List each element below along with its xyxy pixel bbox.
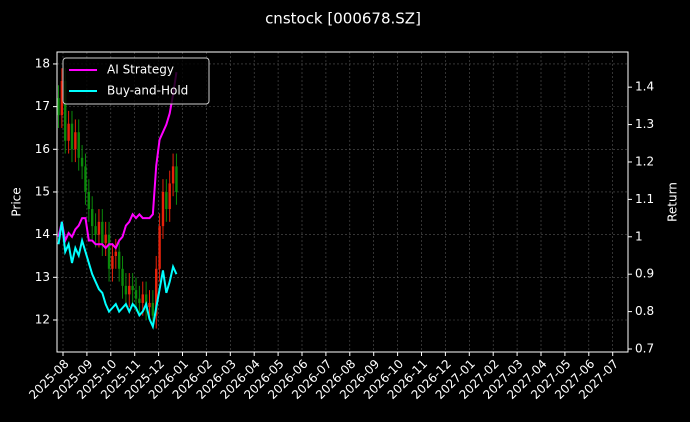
- legend-label: AI Strategy: [107, 63, 174, 77]
- candle-body: [97, 221, 101, 235]
- candle-body: [94, 226, 97, 235]
- candle-body: [131, 285, 134, 291]
- y-tick-label: 17: [35, 99, 50, 113]
- candle-body: [107, 234, 111, 269]
- candle-body: [117, 251, 121, 269]
- y-tick-label: 18: [35, 56, 50, 70]
- return-line: [57, 72, 178, 250]
- candle-body: [171, 166, 175, 184]
- candle-body: [60, 81, 64, 116]
- candle-body: [121, 268, 124, 286]
- candle-body: [128, 285, 131, 295]
- candle-body: [101, 221, 104, 244]
- candle-body: [91, 209, 94, 227]
- candle-body: [155, 268, 158, 316]
- y2-tick-label: 1.3: [635, 117, 654, 131]
- y2-tick-label: 1: [635, 229, 643, 243]
- y-tick-label: 13: [35, 270, 50, 284]
- candle-body: [111, 255, 114, 269]
- candle-body: [67, 123, 70, 141]
- candle-body: [168, 183, 171, 210]
- y2-tick-label: 0.8: [635, 304, 654, 318]
- candle-body: [165, 191, 168, 210]
- plot-frame: [56, 51, 629, 353]
- y-tick-label: 14: [35, 227, 50, 241]
- candle-body: [87, 191, 91, 210]
- candle-body: [57, 98, 60, 116]
- candle-body: [77, 132, 80, 158]
- y-axis-label: Price: [10, 187, 24, 216]
- return-line: [57, 221, 178, 330]
- candle-body: [64, 81, 67, 141]
- candle-body: [104, 234, 107, 244]
- candle-body: [141, 294, 144, 303]
- candle-body: [138, 298, 141, 303]
- candle-body: [84, 166, 87, 192]
- candle-body: [124, 285, 128, 295]
- y2-axis-label: Return: [666, 182, 680, 222]
- y2-tick-label: 1.2: [635, 154, 654, 168]
- candle-body: [80, 157, 84, 167]
- candle-body: [158, 226, 161, 269]
- chart-title: cnstock [000678.SZ]: [265, 10, 421, 28]
- candle-body: [151, 302, 155, 316]
- candle-body: [161, 191, 165, 227]
- y-tick-label: 12: [35, 312, 50, 326]
- candle-body: [134, 290, 138, 299]
- candle-body: [70, 123, 74, 150]
- y2-tick-label: 0.7: [635, 342, 654, 356]
- y2-tick-label: 1.1: [635, 192, 654, 206]
- y-tick-label: 16: [35, 142, 50, 156]
- legend-label: Buy-and-Hold: [107, 84, 188, 98]
- candle-body: [175, 166, 178, 192]
- candle-body: [144, 294, 148, 308]
- candle-body: [74, 132, 77, 150]
- y2-tick-label: 1.4: [635, 80, 654, 94]
- candle-body: [148, 302, 151, 308]
- y-tick-label: 15: [35, 184, 50, 198]
- legend-box: [62, 57, 210, 105]
- y2-tick-label: 0.9: [635, 267, 654, 281]
- candle-body: [114, 251, 117, 256]
